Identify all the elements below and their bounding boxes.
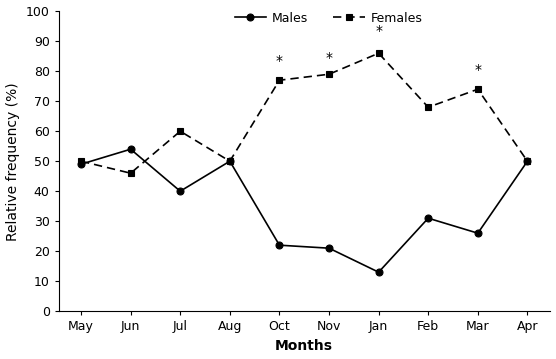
Males <box>474 231 481 236</box>
Males <box>276 243 283 247</box>
X-axis label: Months: Months <box>275 339 333 353</box>
Text: *: * <box>276 54 283 68</box>
Males <box>524 159 531 163</box>
Line: Males: Males <box>77 146 531 276</box>
Females <box>326 72 332 76</box>
Males <box>375 270 382 274</box>
Females <box>78 159 85 163</box>
Females <box>524 159 531 163</box>
Females <box>177 129 183 134</box>
Females <box>127 171 134 175</box>
Females <box>474 87 481 92</box>
Males <box>425 216 431 220</box>
Females <box>276 78 283 82</box>
Males <box>78 162 85 166</box>
Text: *: * <box>325 51 332 65</box>
Y-axis label: Relative frequency (%): Relative frequency (%) <box>6 82 20 241</box>
Text: *: * <box>474 63 481 77</box>
Legend: Males, Females: Males, Females <box>235 11 423 24</box>
Males <box>127 147 134 151</box>
Males <box>226 159 233 163</box>
Females <box>226 159 233 163</box>
Males <box>326 246 332 250</box>
Males <box>177 189 183 194</box>
Text: *: * <box>375 24 382 38</box>
Females <box>375 51 382 55</box>
Line: Females: Females <box>77 50 531 177</box>
Females <box>425 105 431 109</box>
